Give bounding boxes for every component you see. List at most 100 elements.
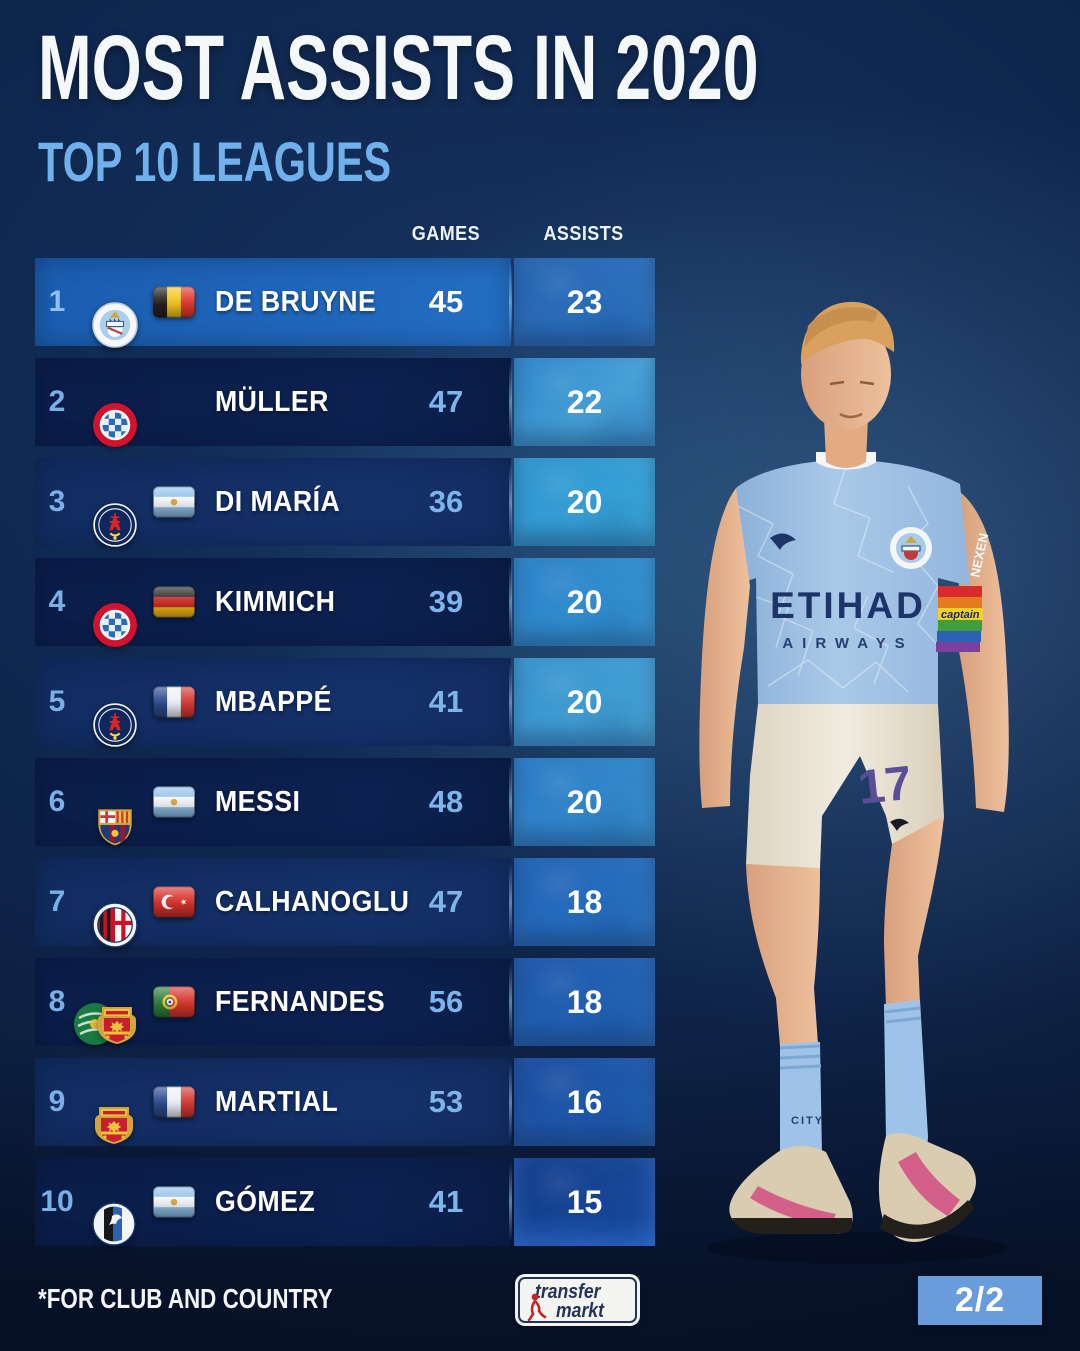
player-name: MÜLLER	[215, 385, 329, 418]
club-badge-psg-icon	[93, 503, 137, 547]
club-badges	[92, 1179, 138, 1246]
club-badge-manchester-united-icon	[98, 1007, 136, 1044]
flag-argentina-icon	[153, 786, 195, 818]
column-header-games: GAMES	[411, 222, 481, 245]
svg-text:captain: captain	[941, 609, 980, 621]
ranking-table: 1 DE BRUYNE 45 23 2 MÜLLER 47 22 3 DI MARÍA 36 20 4 K…	[35, 258, 657, 1258]
flag-portugal-icon	[153, 986, 195, 1018]
flag-turkey-icon	[153, 886, 195, 918]
row-background: 8 FERNANDES 56	[35, 958, 511, 1046]
club-badges	[92, 779, 138, 846]
country-flag-argentina	[153, 786, 195, 818]
flag-france-icon	[153, 1086, 195, 1118]
page-subtitle: TOP 10 LEAGUES	[38, 130, 392, 193]
player-name: GÓMEZ	[215, 1185, 316, 1218]
assists-cell: 15	[509, 1158, 655, 1246]
club-badge-bayern-munich-icon	[93, 603, 137, 647]
player-name: MARTIAL	[215, 1085, 339, 1118]
row-background: 9 MARTIAL 53	[35, 1058, 511, 1146]
club-badge-atalanta-icon	[92, 1202, 136, 1246]
rank-value: 10	[40, 1185, 74, 1218]
games-value: 41	[428, 684, 464, 719]
assists-value: 20	[566, 783, 603, 820]
country-flag-argentina	[153, 486, 195, 518]
table-row: 9 MARTIAL 53 16	[35, 1058, 657, 1146]
assists-value: 20	[566, 483, 603, 520]
table-row: 1 DE BRUYNE 45 23	[35, 258, 657, 348]
player-photo-de-bruyne: NEXEN captain ETIHAD AIRWAYS 17	[699, 301, 1009, 1264]
assists-value: 22	[566, 383, 603, 420]
row-background: 5 MBAPPÉ 41	[35, 658, 511, 747]
flag-argentina-icon	[153, 486, 195, 518]
flag-belgium-icon	[153, 286, 195, 318]
player-name: DI MARÍA	[215, 485, 341, 518]
club-badges	[92, 279, 138, 348]
logo-kicker-icon	[527, 1293, 547, 1321]
player-name: KIMMICH	[215, 585, 336, 618]
assists-cell: 18	[509, 858, 655, 946]
club-badges	[92, 479, 138, 547]
club-badge-bayern-munich-icon	[93, 403, 137, 447]
table-row: 2 MÜLLER 47 22	[35, 358, 657, 447]
assists-cell: 20	[509, 558, 655, 646]
club-badge-psg-icon	[93, 703, 137, 747]
table-row: 3 DI MARÍA 36 20	[35, 458, 657, 547]
assists-value: 20	[566, 583, 603, 620]
assists-cell: 22	[509, 358, 655, 446]
row-background: 1 DE BRUYNE 45	[35, 258, 511, 348]
logo-text-line2: markt	[556, 1300, 604, 1322]
footnote: *FOR CLUB AND COUNTRY	[38, 1283, 333, 1314]
country-flag-france	[153, 1086, 195, 1118]
player-name: FERNANDES	[215, 985, 386, 1018]
logo-text-line1: transfer	[535, 1281, 601, 1303]
rank-value: 2	[48, 385, 66, 418]
assists-cell: 20	[509, 458, 655, 546]
rank-value: 1	[48, 285, 66, 318]
player-name: MBAPPÉ	[215, 685, 332, 718]
row-background: 10 GÓMEZ 41	[35, 1158, 511, 1246]
assists-value: 18	[566, 983, 603, 1020]
games-value: 36	[428, 484, 464, 519]
rank-value: 5	[48, 685, 66, 718]
svg-text:CITY: CITY	[791, 1115, 824, 1127]
rank-value: 6	[48, 785, 66, 818]
country-flag-portugal	[153, 986, 195, 1018]
country-flag-turkey	[153, 886, 195, 918]
player-name: MESSI	[215, 785, 301, 818]
jersey-sponsor-line2: AIRWAYS	[782, 635, 913, 652]
games-value: 41	[428, 1184, 464, 1219]
club-badges	[92, 879, 138, 948]
club-crest-on-jersey	[890, 527, 932, 569]
assists-value: 15	[566, 1183, 603, 1220]
club-badge-manchester-city-icon	[92, 302, 138, 348]
flag-argentina-icon	[153, 1186, 195, 1218]
club-badge-barcelona-icon	[98, 809, 132, 846]
flag-germany-icon	[153, 586, 195, 618]
country-flag-germany	[153, 586, 195, 618]
player-boots	[729, 1133, 976, 1242]
country-flag-argentina	[153, 1186, 195, 1218]
rank-value: 3	[48, 485, 66, 518]
table-row: 6 MESSI 48 20	[35, 758, 657, 846]
table-row: 8 FERNANDES 56 18	[35, 958, 657, 1046]
table-row: 4 KIMMICH 39 20	[35, 558, 657, 647]
brand-logo-jersey	[770, 533, 796, 550]
pagination-badge[interactable]: 2/2	[918, 1276, 1042, 1325]
row-background: 7 CALHANOGLU 47	[35, 858, 511, 948]
row-background: 3 DI MARÍA 36	[35, 458, 511, 547]
assists-cell: 16	[509, 1058, 655, 1146]
column-header-assists: ASSISTS	[543, 222, 625, 245]
player-name: DE BRUYNE	[215, 285, 377, 318]
assists-cell: 18	[509, 958, 655, 1046]
club-badges	[92, 679, 138, 747]
player-shorts	[746, 704, 944, 873]
player-name: CALHANOGLU	[215, 885, 410, 918]
games-value: 47	[428, 884, 464, 919]
row-background: 2 MÜLLER 47	[35, 358, 511, 447]
games-value: 47	[428, 384, 464, 419]
assists-cell: 20	[509, 658, 655, 746]
row-background: 4 KIMMICH 39	[35, 558, 511, 647]
club-badge-ac-milan-icon	[92, 902, 138, 948]
captain-armband: captain	[936, 586, 983, 652]
